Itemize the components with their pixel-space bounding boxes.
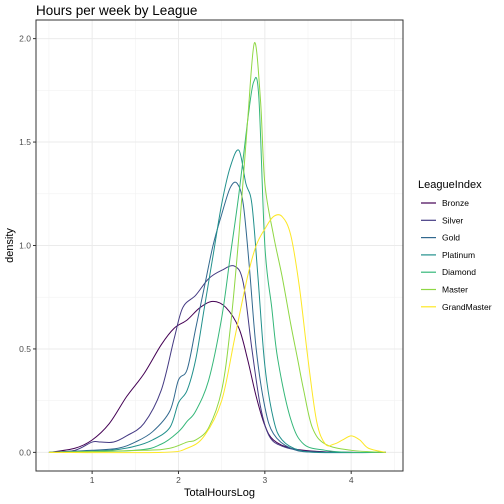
x-tick-label: 4	[349, 475, 354, 485]
x-axis-ticks: 1 2 3 4	[90, 471, 354, 485]
y-tick-label: 1.5	[19, 137, 31, 147]
x-axis-title: TotalHoursLog	[184, 487, 255, 499]
legend-label-gold: Gold	[442, 233, 460, 243]
legend-label-diamond: Diamond	[442, 267, 476, 277]
chart-title: Hours per week by League	[36, 3, 197, 18]
legend-label-grandmaster: GrandMaster	[442, 302, 492, 312]
x-tick-label: 1	[90, 475, 95, 485]
density-line-diamond	[48, 77, 386, 454]
y-tick-label: 0.0	[19, 447, 31, 457]
density-line-master	[48, 42, 386, 453]
y-tick-label: 2.0	[19, 34, 31, 44]
legend-title: LeagueIndex	[418, 179, 482, 191]
legend-label-silver: Silver	[442, 215, 463, 225]
legend-label-bronze: Bronze	[442, 198, 469, 208]
density-line-platinum	[48, 149, 386, 454]
density-line-grandmaster	[48, 214, 386, 454]
legend-label-platinum: Platinum	[442, 250, 475, 260]
y-axis-title: density	[4, 228, 16, 263]
legend-label-master: Master	[442, 285, 468, 295]
density-line-gold	[48, 181, 386, 454]
x-tick-label: 2	[176, 475, 181, 485]
y-tick-label: 1.0	[19, 241, 31, 251]
density-line-silver	[48, 265, 386, 453]
y-axis-ticks: 0.0 0.5 1.0 1.5 2.0	[19, 34, 36, 457]
legend: LeagueIndex Bronze Silver Gold Platinum Diam…	[418, 179, 492, 312]
y-tick-label: 0.5	[19, 344, 31, 354]
major-gridlines	[36, 20, 403, 471]
density-line-bronze	[48, 300, 386, 453]
x-tick-label: 3	[262, 475, 267, 485]
density-curves	[48, 42, 386, 454]
